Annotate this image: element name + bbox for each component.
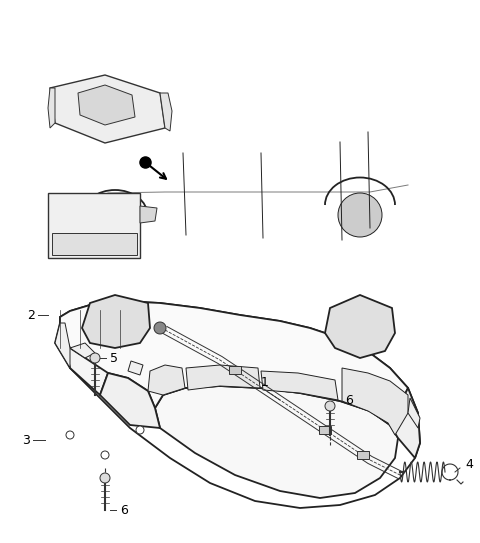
Polygon shape <box>148 365 185 395</box>
Text: 5: 5 <box>110 351 118 364</box>
Polygon shape <box>408 398 420 428</box>
Text: 6: 6 <box>345 394 353 407</box>
Polygon shape <box>342 368 408 435</box>
Polygon shape <box>70 343 95 358</box>
Polygon shape <box>82 295 150 348</box>
Text: 1: 1 <box>261 376 269 388</box>
Polygon shape <box>160 93 172 131</box>
Polygon shape <box>60 308 120 395</box>
Polygon shape <box>50 75 165 143</box>
Circle shape <box>90 353 100 363</box>
Polygon shape <box>48 193 140 258</box>
Bar <box>319 426 331 434</box>
Text: 3: 3 <box>22 433 30 446</box>
Text: 4: 4 <box>465 458 473 471</box>
Polygon shape <box>140 206 157 223</box>
Polygon shape <box>48 88 55 128</box>
Polygon shape <box>128 361 143 375</box>
Circle shape <box>66 431 74 439</box>
Polygon shape <box>55 323 70 368</box>
Circle shape <box>338 193 382 237</box>
Circle shape <box>325 401 335 411</box>
Circle shape <box>101 451 109 459</box>
Polygon shape <box>390 388 420 458</box>
Polygon shape <box>155 386 398 498</box>
Polygon shape <box>100 373 160 428</box>
Bar <box>229 366 241 374</box>
Polygon shape <box>325 295 395 358</box>
Text: 6: 6 <box>120 503 128 516</box>
Bar <box>357 451 369 459</box>
Polygon shape <box>55 301 420 508</box>
Circle shape <box>136 426 144 434</box>
Polygon shape <box>261 371 338 400</box>
Circle shape <box>95 200 135 240</box>
Polygon shape <box>78 85 135 125</box>
Text: 2: 2 <box>27 308 35 321</box>
Circle shape <box>100 473 110 483</box>
Polygon shape <box>60 301 408 425</box>
Circle shape <box>154 322 166 334</box>
Polygon shape <box>186 365 260 390</box>
Polygon shape <box>52 233 137 255</box>
